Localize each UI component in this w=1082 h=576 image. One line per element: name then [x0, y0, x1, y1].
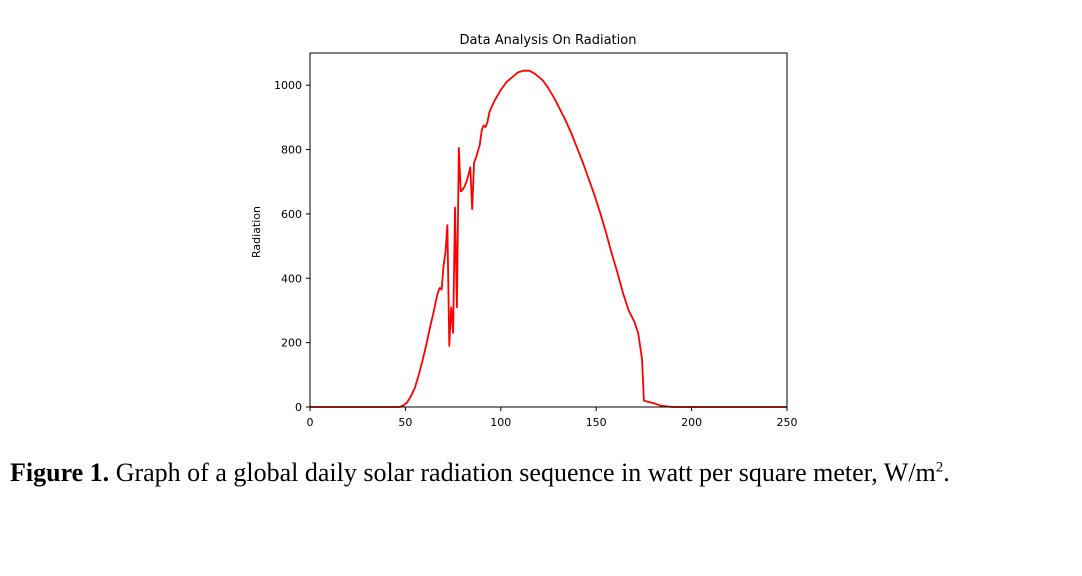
x-tick-label: 200 — [681, 416, 702, 429]
x-tick-label: 100 — [490, 416, 511, 429]
x-tick-label: 0 — [307, 416, 314, 429]
y-tick-label: 200 — [281, 337, 302, 350]
caption-text: Graph of a global daily solar radiation … — [109, 458, 936, 487]
caption-superscript: 2 — [935, 459, 944, 476]
y-axis: 0 200 400 600 800 1000 — [274, 79, 310, 414]
y-axis-label: Radiation — [250, 206, 263, 258]
y-tick-label: 1000 — [274, 79, 302, 92]
figure-caption: Figure 1. Graph of a global daily solar … — [10, 458, 1080, 488]
y-tick-label: 0 — [295, 401, 302, 414]
y-tick-label: 400 — [281, 272, 302, 285]
figure-label: Figure 1. — [10, 458, 110, 487]
x-axis: 0 50 100 150 200 250 — [307, 407, 798, 429]
x-tick-label: 250 — [777, 416, 798, 429]
radiation-series-line — [310, 69, 787, 408]
series-layer — [310, 69, 787, 408]
y-tick-label: 800 — [281, 144, 302, 157]
caption-end: . — [943, 458, 950, 487]
plot-frame — [309, 52, 788, 408]
x-tick-label: 50 — [398, 416, 412, 429]
y-tick-label: 600 — [281, 208, 302, 221]
x-tick-label: 150 — [586, 416, 607, 429]
chart-title: Data Analysis On Radiation — [460, 33, 637, 48]
